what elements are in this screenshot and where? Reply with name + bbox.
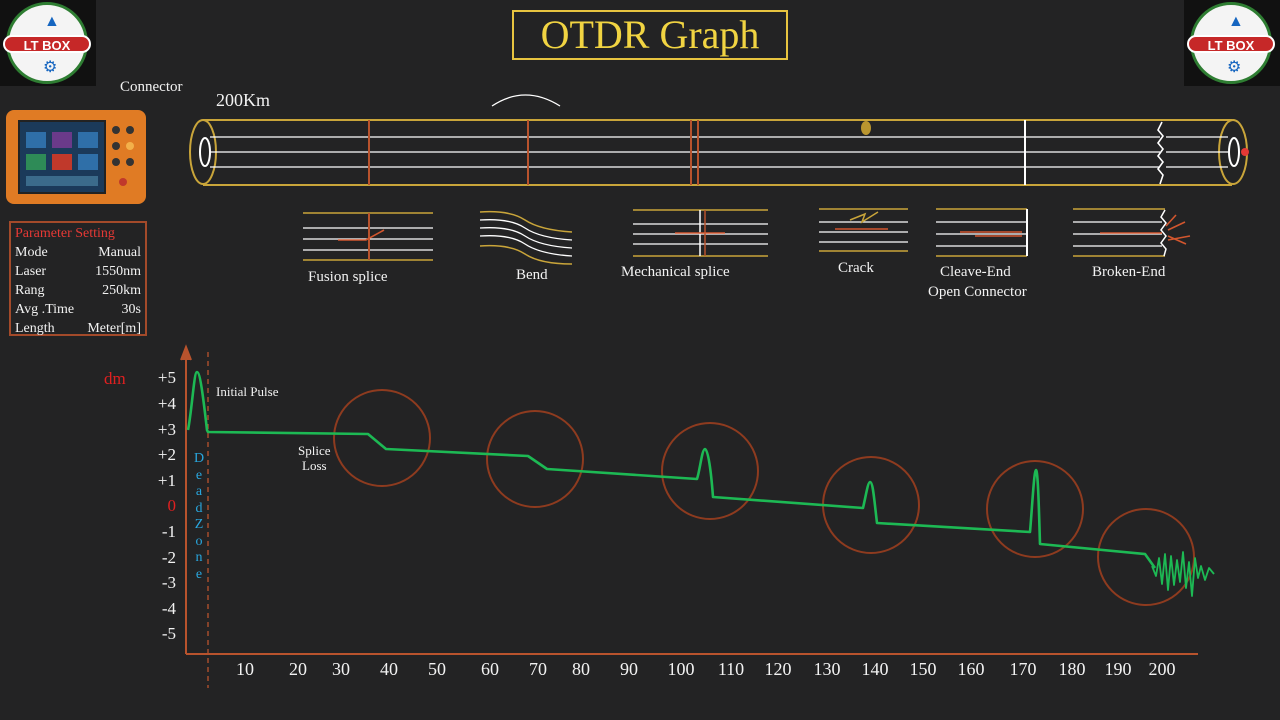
x-tick-label: 50	[428, 659, 446, 679]
dead-zone-letter: a	[195, 484, 203, 499]
event-label-fusion-splice: Fusion splice	[308, 269, 388, 285]
fiber-length-label: 200Km	[216, 90, 270, 110]
y-tick-label: -3	[161, 573, 176, 592]
x-tick-label: 170	[1009, 659, 1037, 679]
otdr-trace	[186, 370, 1215, 597]
y-tick-label: +2	[157, 445, 176, 464]
x-tick-label: 60	[481, 659, 499, 679]
x-tick-label: 150	[909, 659, 937, 679]
x-tick-label: 80	[572, 659, 590, 679]
y-tick-label: +4	[157, 394, 176, 413]
event-label-bend: Bend	[516, 267, 548, 283]
chart-axes	[180, 344, 1198, 688]
x-tick-label: 110	[717, 659, 745, 679]
param-row: Mode Manual	[15, 243, 141, 262]
dead-zone-letter: d	[195, 500, 203, 516]
dead-zone-letter: o	[195, 533, 203, 549]
y-tick-label: 0	[167, 496, 177, 515]
dead-zone-letter: e	[195, 467, 203, 483]
tower-icon: ▲	[1228, 13, 1244, 30]
param-value: 1550nm	[95, 264, 141, 279]
dead-zone-letter: n	[195, 550, 203, 565]
param-row: Avg .Time 30s	[15, 300, 141, 319]
y-tick-label: +3	[157, 420, 176, 439]
dead-zone-letter: e	[195, 566, 203, 582]
dead-zone-letter: D	[193, 451, 205, 466]
dead-zone-letter: Z	[194, 517, 204, 532]
splice-loss-label: Splice	[298, 443, 331, 458]
param-key: Rang	[15, 283, 45, 298]
dead-zone-label: D e a d Z o n e	[192, 451, 206, 583]
fiber-tube	[189, 94, 1249, 186]
param-row: Length Meter[m]	[15, 319, 141, 338]
logo-left: ▲ LT BOX ⚙	[3, 2, 91, 84]
param-value: Manual	[98, 245, 141, 260]
logo-right: ▲ LT BOX ⚙	[1187, 2, 1275, 84]
param-value: 250km	[102, 283, 141, 298]
gear-icon: ⚙	[43, 59, 58, 76]
event-icon-bend	[479, 210, 573, 265]
initial-pulse-label: Initial Pulse	[216, 384, 279, 399]
x-tick-label: 190	[1104, 659, 1132, 679]
x-tick-label: 90	[620, 659, 638, 679]
x-tick-label: 20	[289, 659, 307, 679]
x-tick-label: 40	[380, 659, 398, 679]
y-tick-label: -1	[161, 522, 176, 541]
param-row: Rang 250km	[15, 281, 141, 300]
param-value: Meter[m]	[87, 321, 141, 336]
splice-loss-label-2: Loss	[302, 458, 327, 473]
logo-left-text: LT BOX	[3, 35, 91, 53]
y-tick-label: +1	[157, 471, 176, 490]
x-tick-label: 70	[529, 659, 547, 679]
connector-label: Connector	[120, 79, 183, 95]
x-tick-label: 200	[1148, 659, 1176, 679]
event-label-crack: Crack	[838, 260, 874, 276]
param-key: Avg .Time	[15, 302, 75, 317]
x-tick-label: 30	[332, 659, 350, 679]
otdr-device-image	[6, 110, 146, 204]
param-key: Laser	[15, 264, 47, 279]
event-icon-mechanical-splice	[633, 209, 768, 257]
event-icon-fusion-splice	[303, 212, 433, 261]
y-tick-label: -5	[161, 624, 176, 643]
event-icon-cleave-end	[936, 208, 1028, 257]
event-label-open-connector: Open Connector	[928, 284, 1027, 300]
page-title: OTDR Graph	[512, 10, 788, 60]
x-tick-label: 120	[764, 659, 792, 679]
event-label-cleave-end: Cleave-End	[940, 264, 1011, 280]
y-axis-unit-label: dm	[104, 369, 126, 388]
event-label-broken-end: Broken-End	[1092, 264, 1166, 280]
parameter-title: Parameter Setting	[15, 226, 115, 241]
x-tick-label: 180	[1058, 659, 1086, 679]
param-value: 30s	[121, 302, 141, 317]
param-row: Laser 1550nm	[15, 262, 141, 281]
y-tick-label: -2	[161, 548, 176, 567]
x-tick-label: 160	[957, 659, 985, 679]
param-key: Mode	[15, 245, 48, 260]
x-tick-label: 10	[236, 659, 254, 679]
gear-icon: ⚙	[1227, 59, 1242, 76]
logo-right-text: LT BOX	[1187, 35, 1275, 53]
event-icon-broken-end	[1073, 208, 1191, 257]
device-screen	[18, 120, 106, 194]
event-label-mechanical-splice: Mechanical splice	[621, 264, 730, 280]
x-tick-label: 140	[861, 659, 889, 679]
event-icon-crack	[819, 208, 908, 252]
parameter-settings: Parameter Setting Mode Manual Laser 1550nm…	[9, 221, 147, 336]
param-key: Length	[15, 321, 55, 336]
x-tick-label: 100	[667, 659, 695, 679]
tower-icon: ▲	[44, 13, 60, 30]
x-tick-label: 130	[813, 659, 841, 679]
y-tick-label: -4	[161, 599, 176, 618]
event-circles	[333, 389, 1195, 606]
y-tick-label: +5	[157, 368, 176, 387]
